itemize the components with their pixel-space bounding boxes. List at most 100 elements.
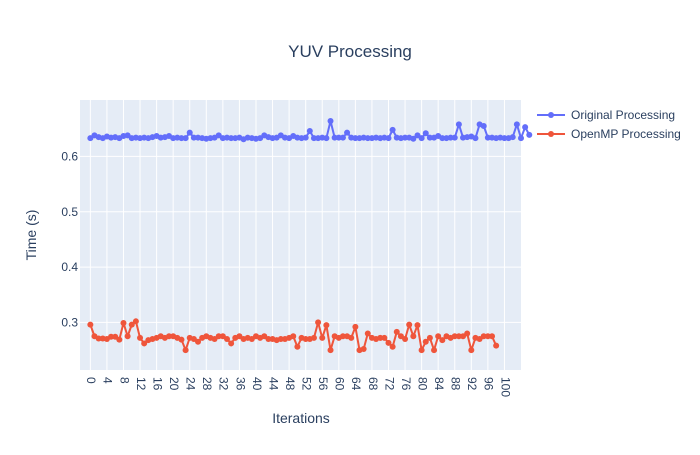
data-point-openmp[interactable] xyxy=(116,336,123,343)
data-point-openmp[interactable] xyxy=(327,347,334,354)
data-point-original[interactable] xyxy=(509,134,516,141)
data-point-original[interactable] xyxy=(331,134,338,141)
data-point-openmp[interactable] xyxy=(294,343,301,350)
data-point-original[interactable] xyxy=(480,123,487,129)
data-point-original[interactable] xyxy=(335,134,342,141)
data-point-openmp[interactable] xyxy=(389,343,396,350)
data-point-original[interactable] xyxy=(323,135,330,142)
data-point-openmp[interactable] xyxy=(215,333,222,340)
legend-label-openmp: OpenMP Processing xyxy=(571,127,681,141)
data-point-openmp[interactable] xyxy=(302,336,309,343)
data-point-openmp[interactable] xyxy=(393,328,400,335)
data-point-original[interactable] xyxy=(484,134,491,141)
y-axis-title: Time (s) xyxy=(23,210,39,261)
data-point-openmp[interactable] xyxy=(128,321,135,328)
data-point-openmp[interactable] xyxy=(323,322,330,329)
data-point-openmp[interactable] xyxy=(178,336,185,343)
data-point-openmp[interactable] xyxy=(451,333,458,340)
data-point-original[interactable] xyxy=(518,135,524,142)
data-point-openmp[interactable] xyxy=(426,334,433,341)
data-point-original[interactable] xyxy=(190,134,197,141)
data-point-original[interactable] xyxy=(522,124,529,131)
data-point-openmp[interactable] xyxy=(422,338,429,345)
x-tick-label: 24 xyxy=(184,377,198,391)
data-point-original[interactable] xyxy=(385,135,392,142)
data-point-openmp[interactable] xyxy=(414,322,421,329)
data-point-openmp[interactable] xyxy=(455,333,462,340)
data-point-openmp[interactable] xyxy=(310,334,317,341)
legend-item-original[interactable]: Original Processing xyxy=(537,108,675,122)
data-point-original[interactable] xyxy=(426,134,433,141)
data-point-openmp[interactable] xyxy=(166,333,173,340)
data-point-openmp[interactable] xyxy=(385,339,392,346)
data-point-original[interactable] xyxy=(447,134,454,141)
data-point-original[interactable] xyxy=(344,129,351,136)
data-point-openmp[interactable] xyxy=(493,342,500,349)
data-point-original[interactable] xyxy=(182,135,189,142)
data-point-original[interactable] xyxy=(513,121,520,128)
data-point-original[interactable] xyxy=(352,135,359,142)
data-point-openmp[interactable] xyxy=(137,334,144,341)
data-point-openmp[interactable] xyxy=(124,333,131,340)
data-point-original[interactable] xyxy=(472,135,479,142)
data-point-openmp[interactable] xyxy=(141,340,148,347)
data-point-original[interactable] xyxy=(418,135,425,142)
data-point-openmp[interactable] xyxy=(489,333,496,340)
data-point-original[interactable] xyxy=(455,121,462,128)
data-point-openmp[interactable] xyxy=(402,336,409,343)
data-point-original[interactable] xyxy=(422,130,429,137)
data-point-original[interactable] xyxy=(526,131,533,138)
data-point-openmp[interactable] xyxy=(277,336,284,343)
data-point-openmp[interactable] xyxy=(182,347,189,354)
data-point-openmp[interactable] xyxy=(484,333,491,340)
data-point-openmp[interactable] xyxy=(480,333,487,340)
x-tick-label: 28 xyxy=(200,377,214,391)
data-point-original[interactable] xyxy=(228,135,235,142)
data-point-original[interactable] xyxy=(327,118,334,125)
data-point-original[interactable] xyxy=(402,134,409,141)
data-point-openmp[interactable] xyxy=(87,321,94,328)
data-point-openmp[interactable] xyxy=(406,321,413,328)
data-point-openmp[interactable] xyxy=(228,340,235,347)
data-point-openmp[interactable] xyxy=(348,334,355,341)
legend-item-openmp[interactable]: OpenMP Processing xyxy=(537,127,681,141)
data-point-openmp[interactable] xyxy=(431,347,438,354)
data-point-original[interactable] xyxy=(186,129,193,136)
data-point-original[interactable] xyxy=(451,134,458,141)
data-point-original[interactable] xyxy=(389,126,396,133)
data-point-openmp[interactable] xyxy=(265,336,272,343)
data-point-original[interactable] xyxy=(178,135,185,142)
x-tick-label: 40 xyxy=(250,377,264,391)
data-point-original[interactable] xyxy=(501,135,508,142)
data-point-original[interactable] xyxy=(410,135,417,142)
data-point-original[interactable] xyxy=(302,134,309,141)
data-point-openmp[interactable] xyxy=(315,319,322,326)
data-point-openmp[interactable] xyxy=(319,334,326,341)
data-point-openmp[interactable] xyxy=(435,333,442,340)
data-point-openmp[interactable] xyxy=(377,334,384,341)
data-point-openmp[interactable] xyxy=(464,330,471,337)
data-point-openmp[interactable] xyxy=(364,330,371,337)
data-point-openmp[interactable] xyxy=(195,338,202,345)
data-point-original[interactable] xyxy=(310,135,317,142)
data-point-original[interactable] xyxy=(439,135,446,142)
data-point-original[interactable] xyxy=(339,134,346,141)
data-point-openmp[interactable] xyxy=(132,318,139,325)
data-point-openmp[interactable] xyxy=(95,335,102,342)
data-point-openmp[interactable] xyxy=(224,336,230,343)
x-tick-label: 80 xyxy=(415,377,429,391)
legend[interactable]: Original Processing OpenMP Processing xyxy=(537,108,681,141)
data-point-openmp[interactable] xyxy=(418,347,425,354)
data-point-openmp[interactable] xyxy=(410,333,417,340)
data-point-original[interactable] xyxy=(306,127,313,134)
data-point-openmp[interactable] xyxy=(290,333,297,340)
data-point-openmp[interactable] xyxy=(108,333,115,340)
data-point-openmp[interactable] xyxy=(352,323,359,330)
data-point-openmp[interactable] xyxy=(439,337,446,344)
data-point-original[interactable] xyxy=(364,135,371,142)
data-point-openmp[interactable] xyxy=(381,334,388,341)
data-point-openmp[interactable] xyxy=(120,319,127,326)
data-point-openmp[interactable] xyxy=(468,347,475,354)
data-point-openmp[interactable] xyxy=(339,333,346,340)
data-point-openmp[interactable] xyxy=(360,345,367,352)
